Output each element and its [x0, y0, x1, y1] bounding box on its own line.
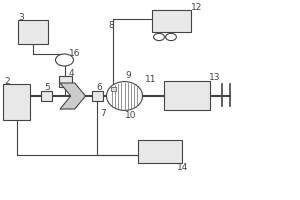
- Text: 10: 10: [125, 111, 136, 120]
- Text: 4: 4: [68, 68, 74, 77]
- Text: 11: 11: [145, 74, 156, 84]
- Text: 8: 8: [108, 21, 114, 30]
- Bar: [58, 76, 72, 87]
- Text: 2: 2: [4, 76, 10, 86]
- Bar: [111, 87, 116, 91]
- Text: 6: 6: [96, 83, 102, 92]
- Text: 7: 7: [100, 109, 106, 118]
- Bar: [18, 20, 48, 44]
- Text: 9: 9: [125, 71, 131, 79]
- Text: 16: 16: [69, 49, 80, 58]
- Polygon shape: [60, 83, 85, 109]
- Text: 3: 3: [19, 12, 24, 21]
- Circle shape: [154, 33, 164, 41]
- Bar: [164, 81, 210, 110]
- Bar: [152, 10, 190, 32]
- Text: 5: 5: [44, 83, 50, 92]
- Text: 14: 14: [177, 162, 188, 171]
- Circle shape: [56, 54, 74, 66]
- Text: 13: 13: [208, 73, 220, 82]
- Text: 12: 12: [190, 3, 202, 12]
- Bar: [40, 91, 52, 101]
- Ellipse shape: [106, 82, 142, 110]
- Circle shape: [166, 33, 176, 41]
- Bar: [138, 140, 182, 163]
- Bar: [3, 84, 30, 120]
- Bar: [92, 91, 103, 101]
